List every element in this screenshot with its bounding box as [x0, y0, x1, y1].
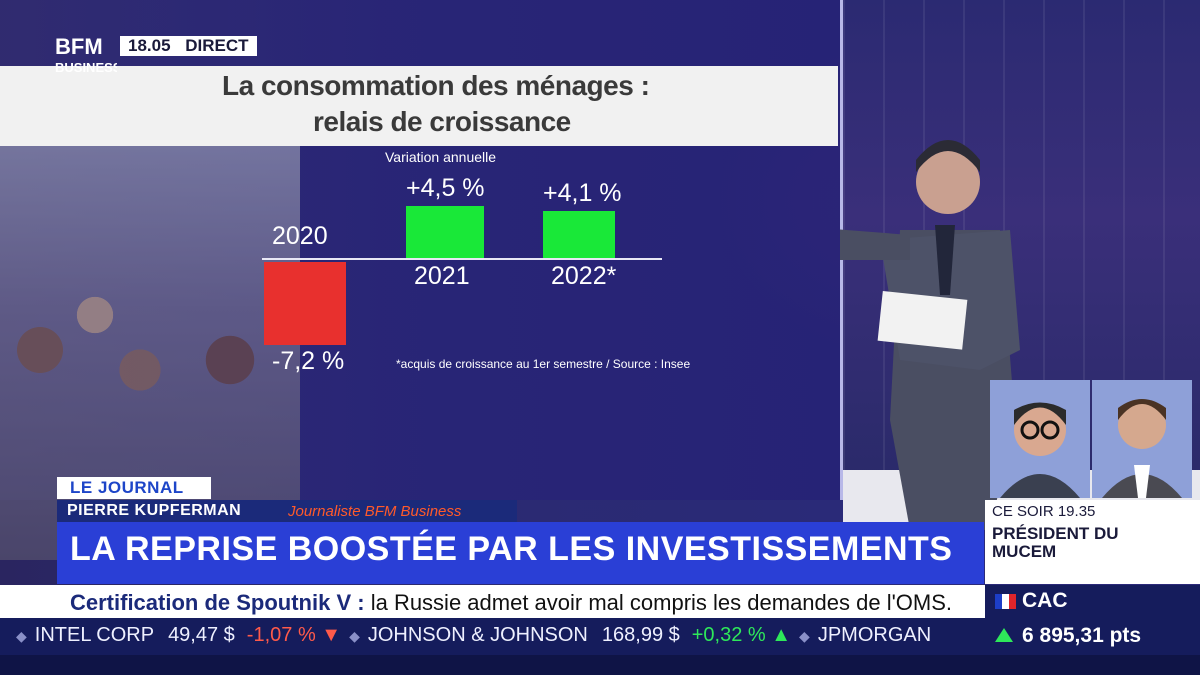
live-label: DIRECT — [185, 36, 249, 55]
section-tag: LE JOURNAL — [57, 477, 211, 499]
chart-title-line2: relais de croissance — [313, 106, 571, 137]
stock-ticker-bar — [0, 618, 985, 655]
chart-category-label: 2020 — [272, 222, 328, 250]
ticker-stock-price: 168,99 $ — [601, 624, 680, 646]
ticker-stock-change: +0,32 % ▲ — [691, 624, 792, 646]
svg-text:BUSINESS: BUSINESS — [55, 60, 117, 75]
stock-ticker: ◆ INTEL CORP 49,47 $ -1,07 % ▼ ◆ JOHNSON & JO… — [8, 624, 983, 648]
france-flag-icon — [995, 594, 1016, 609]
headline: LA REPRISE BOOSTÉE PAR LES INVESTISSEMEN… — [70, 530, 953, 568]
ticker-stock-price: 49,47 $ — [168, 624, 235, 646]
chart-category-label: 2022* — [551, 262, 617, 290]
ticker-stock-change: -1,07 % ▼ — [246, 624, 342, 646]
presenter-figure — [840, 140, 1020, 530]
chart-footnote: *acquis de croissance au 1er semestre / … — [396, 357, 691, 371]
chart-value-label: +4,5 % — [406, 174, 485, 203]
ticker-stock-name: JOHNSON & JOHNSON — [367, 624, 588, 646]
chart-subtitle: Variation annuelle — [385, 149, 497, 165]
ticker-separator-icon: ◆ — [799, 628, 810, 644]
live-time-badge: 18.05 DIRECT — [120, 36, 257, 56]
chart-title-line1: La consommation des ménages : — [222, 70, 650, 101]
news-text: la Russie admet avoir mal compris les de… — [370, 590, 953, 615]
guest-portrait-2 — [1092, 380, 1192, 498]
market-up-arrow-icon — [995, 628, 1013, 642]
chart-value-label: -7,2 % — [272, 346, 345, 375]
chart-bar-2020 — [264, 262, 346, 345]
news-crawl: Certification de Spoutnik V : la Russie … — [70, 590, 952, 616]
chart-bar-2022 — [543, 210, 615, 258]
upcoming-program-title-line1: PRÉSIDENT DU — [992, 524, 1119, 543]
speaker-name: PIERRE KUPFERMAN — [67, 502, 242, 519]
upcoming-program-box — [985, 500, 1200, 584]
upcoming-program-time: CE SOIR 19.35 — [992, 503, 1096, 520]
upcoming-program-title-line2: MUCEM — [992, 542, 1057, 561]
headline-banner — [57, 522, 984, 584]
svg-text:BFM: BFM — [55, 34, 103, 59]
bfm-business-logo: BFM BUSINESS — [55, 34, 117, 75]
speaker-role: Journaliste BFM Business — [288, 503, 462, 520]
chart-value-label: +4,1 % — [543, 178, 622, 207]
ticker-separator-icon: ◆ — [349, 628, 360, 644]
bar-chart: 2020 -7,2 % 2021 +4,5 % 2022* +4,1 % — [264, 174, 622, 375]
chart-category-label: 2021 — [414, 262, 470, 290]
news-crawl-bar — [0, 585, 985, 618]
market-index-name: CAC — [1022, 589, 1068, 612]
guest-portrait-1 — [990, 380, 1090, 498]
chart-title-banner — [0, 66, 838, 146]
speaker-bar — [57, 500, 517, 522]
chart-baseline — [262, 258, 662, 260]
section-label: LE JOURNAL — [70, 478, 184, 497]
ticker-separator-icon: ◆ — [16, 628, 27, 644]
news-topic: Certification de Spoutnik V : — [70, 590, 365, 615]
bottom-strip — [0, 655, 1200, 675]
market-index-value: 6 895,31 pts — [1022, 624, 1142, 647]
ticker-stock-name: JPMORGAN — [817, 624, 932, 646]
chart-bar-2021 — [406, 206, 484, 258]
market-index-box — [985, 585, 1200, 655]
ticker-stock-name: INTEL CORP — [34, 624, 155, 646]
broadcast-time: 18.05 — [128, 36, 171, 55]
